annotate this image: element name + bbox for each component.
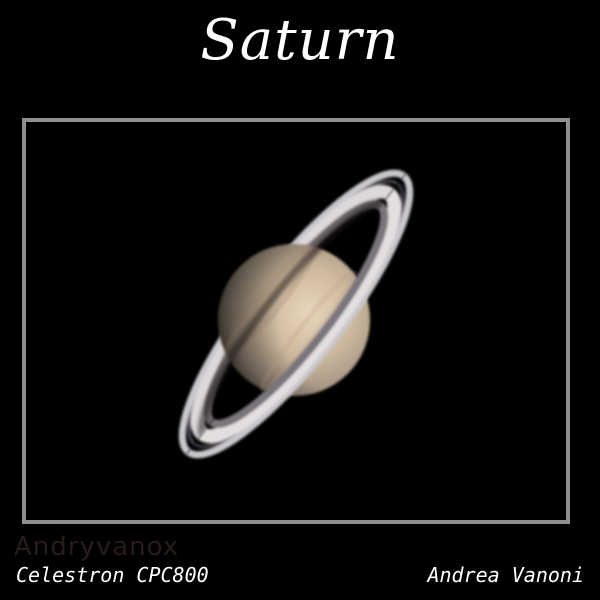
telescope-caption: Celestron CPC800 (16, 563, 209, 587)
saturn-icon (178, 169, 414, 459)
page-title: Saturn (200, 8, 400, 73)
photo-frame (22, 118, 570, 524)
author-caption: Andrea Vanoni (427, 563, 584, 587)
watermark-text: Andryvanox (14, 532, 180, 562)
